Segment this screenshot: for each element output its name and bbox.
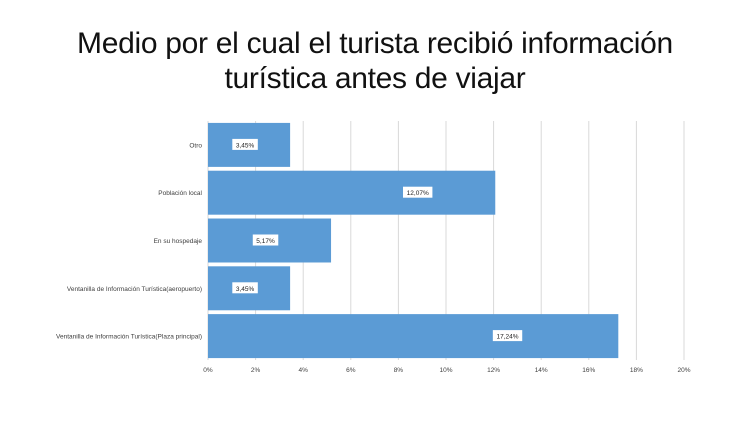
x-tick-label: 6% [346,367,356,374]
data-label: 3,45% [236,286,255,293]
data-label: 3,45% [236,142,255,149]
data-label-box [232,138,258,150]
data-label-box [403,186,433,198]
x-tick-label: 16% [582,367,595,374]
bar [208,170,496,215]
data-label: 5,17% [256,238,275,245]
x-tick-label: 20% [677,367,690,374]
data-label: 12,07% [407,190,429,197]
bar [208,314,619,359]
chart-title-line-1: Medio por el cual el turista recibió inf… [77,27,673,60]
data-label: 17,24% [497,334,519,341]
x-tick-label: 8% [394,367,404,374]
x-tick-label: 4% [298,367,308,374]
x-tick-label: 10% [439,367,452,374]
category-label: Población local [158,190,202,197]
x-tick-label: 18% [630,367,643,374]
x-tick-label: 12% [487,367,500,374]
data-label-box [232,282,258,294]
data-label-box [252,234,279,246]
x-tick-label: 14% [535,367,548,374]
x-tick-label: 0% [203,367,213,374]
category-label: Ventanilla de Información Turística(Plaz… [56,334,202,341]
chart-title: Medio por el cual el turista recibió inf… [0,26,750,96]
category-label: Otro [189,142,202,149]
chart-title-line-2: turística antes de viajar [224,62,526,95]
x-tick-label: 2% [251,367,261,374]
category-label: Ventanilla de Información Turística(aero… [67,286,202,293]
data-label-box [492,330,523,342]
category-label: En su hospedaje [154,238,203,245]
